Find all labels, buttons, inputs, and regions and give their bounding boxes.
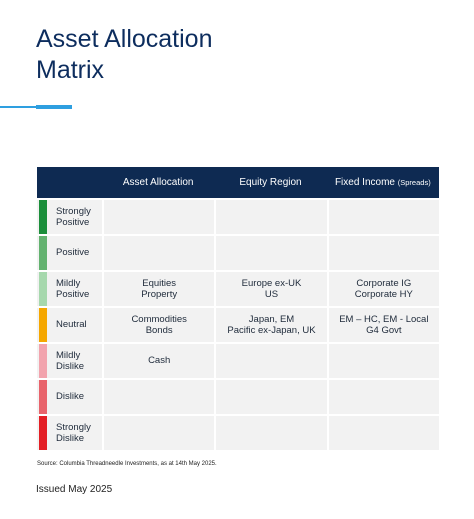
table-row: Dislike xyxy=(37,378,439,414)
sentiment-color-bar xyxy=(39,272,47,306)
fixed-income-cell xyxy=(326,414,439,450)
fixed-income-cell xyxy=(326,342,439,378)
title-line-2: Matrix xyxy=(36,56,105,84)
row-label: Strongly Positive xyxy=(37,198,102,234)
cell-line: Strongly xyxy=(56,421,91,433)
row-label: Strongly Dislike xyxy=(37,414,102,450)
cell-line: Pacific ex-Japan, UK xyxy=(227,325,316,336)
cell-line: G4 Govt xyxy=(366,325,402,336)
cell-line: Mildly xyxy=(56,349,81,361)
cell-line: US xyxy=(264,289,279,300)
equity-region-cell: Europe ex-UK US xyxy=(214,270,327,306)
row-label: Mildly Dislike xyxy=(37,342,102,378)
table-row: Strongly Dislike xyxy=(37,414,439,450)
allocation-matrix: Asset Allocation Equity Region Fixed Inc… xyxy=(37,167,439,450)
cell-line: Property xyxy=(141,289,178,300)
cell-line: Corporate IG xyxy=(356,277,412,289)
cell-line: Corporate HY xyxy=(354,289,413,300)
equity-region-cell xyxy=(214,414,327,450)
cell-line: Positive xyxy=(56,247,90,259)
equity-region-cell: Japan, EM Pacific ex-Japan, UK xyxy=(214,306,327,342)
cell-line: EM – HC, EM - Local xyxy=(339,313,429,325)
sentiment-color-bar xyxy=(39,308,47,342)
header-equity-region: Equity Region xyxy=(214,167,327,198)
issued-date: Issued May 2025 xyxy=(36,484,113,495)
row-label: Neutral xyxy=(37,306,102,342)
table-row: Neutral Commodities Bonds Japan, EM Pacific … xyxy=(37,306,439,342)
title-accent-bar xyxy=(36,105,72,109)
cell-line: Neutral xyxy=(56,319,87,331)
header-fixed-income: Fixed Income (Spreads) xyxy=(326,167,439,198)
cell-line: Japan, EM xyxy=(248,313,295,325)
fixed-income-cell xyxy=(326,198,439,234)
table-row: Positive xyxy=(37,234,439,270)
asset-allocation-cell xyxy=(102,378,215,414)
matrix-body: Strongly Positive Positive Mildly Positive Eq… xyxy=(37,198,439,450)
table-row: Mildly Positive Equities Property Europe ex-… xyxy=(37,270,439,306)
cell-line: Strongly xyxy=(56,205,91,217)
cell-line: Cash xyxy=(148,355,171,367)
source-note: Source: Columbia Threadneedle Investment… xyxy=(37,461,217,467)
page-title: Asset Allocation Matrix xyxy=(36,24,296,86)
header-fixed-income-label: Fixed Income xyxy=(334,177,395,188)
row-label: Positive xyxy=(37,234,102,270)
cell-line: Positive xyxy=(56,289,90,300)
cell-line: Bonds xyxy=(145,325,173,336)
equity-region-cell xyxy=(214,342,327,378)
header-asset-allocation: Asset Allocation xyxy=(102,167,215,198)
sentiment-color-bar xyxy=(39,236,47,270)
equity-region-cell xyxy=(214,378,327,414)
cell-line: Positive xyxy=(56,217,90,228)
fixed-income-cell xyxy=(326,234,439,270)
row-label: Dislike xyxy=(37,378,102,414)
header-fixed-income-note: (Spreads) xyxy=(397,178,431,187)
asset-allocation-cell: Equities Property xyxy=(102,270,215,306)
row-label: Mildly Positive xyxy=(37,270,102,306)
cell-line: Dislike xyxy=(56,433,84,444)
fixed-income-cell: Corporate IG Corporate HY xyxy=(326,270,439,306)
cell-line: Dislike xyxy=(56,361,84,372)
title-line-1: Asset Allocation xyxy=(36,25,213,53)
equity-region-cell xyxy=(214,198,327,234)
asset-allocation-cell xyxy=(102,198,215,234)
sentiment-color-bar xyxy=(39,380,47,414)
fixed-income-cell: EM – HC, EM - Local G4 Govt xyxy=(326,306,439,342)
cell-line: Mildly xyxy=(56,277,81,289)
matrix-header-row: Asset Allocation Equity Region Fixed Inc… xyxy=(37,167,439,198)
title-accent-line xyxy=(0,106,36,108)
sentiment-color-bar xyxy=(39,200,47,234)
asset-allocation-cell: Cash xyxy=(102,342,215,378)
equity-region-cell xyxy=(214,234,327,270)
sentiment-color-bar xyxy=(39,416,47,450)
asset-allocation-cell xyxy=(102,234,215,270)
cell-line: Commodities xyxy=(131,313,187,325)
fixed-income-cell xyxy=(326,378,439,414)
cell-line: Equities xyxy=(142,277,177,289)
cell-line: Europe ex-UK xyxy=(241,277,302,289)
table-row: Strongly Positive xyxy=(37,198,439,234)
sentiment-color-bar xyxy=(39,344,47,378)
table-row: Mildly Dislike Cash xyxy=(37,342,439,378)
asset-allocation-cell: Commodities Bonds xyxy=(102,306,215,342)
asset-allocation-cell xyxy=(102,414,215,450)
header-blank xyxy=(37,167,102,198)
cell-line: Dislike xyxy=(56,391,84,403)
